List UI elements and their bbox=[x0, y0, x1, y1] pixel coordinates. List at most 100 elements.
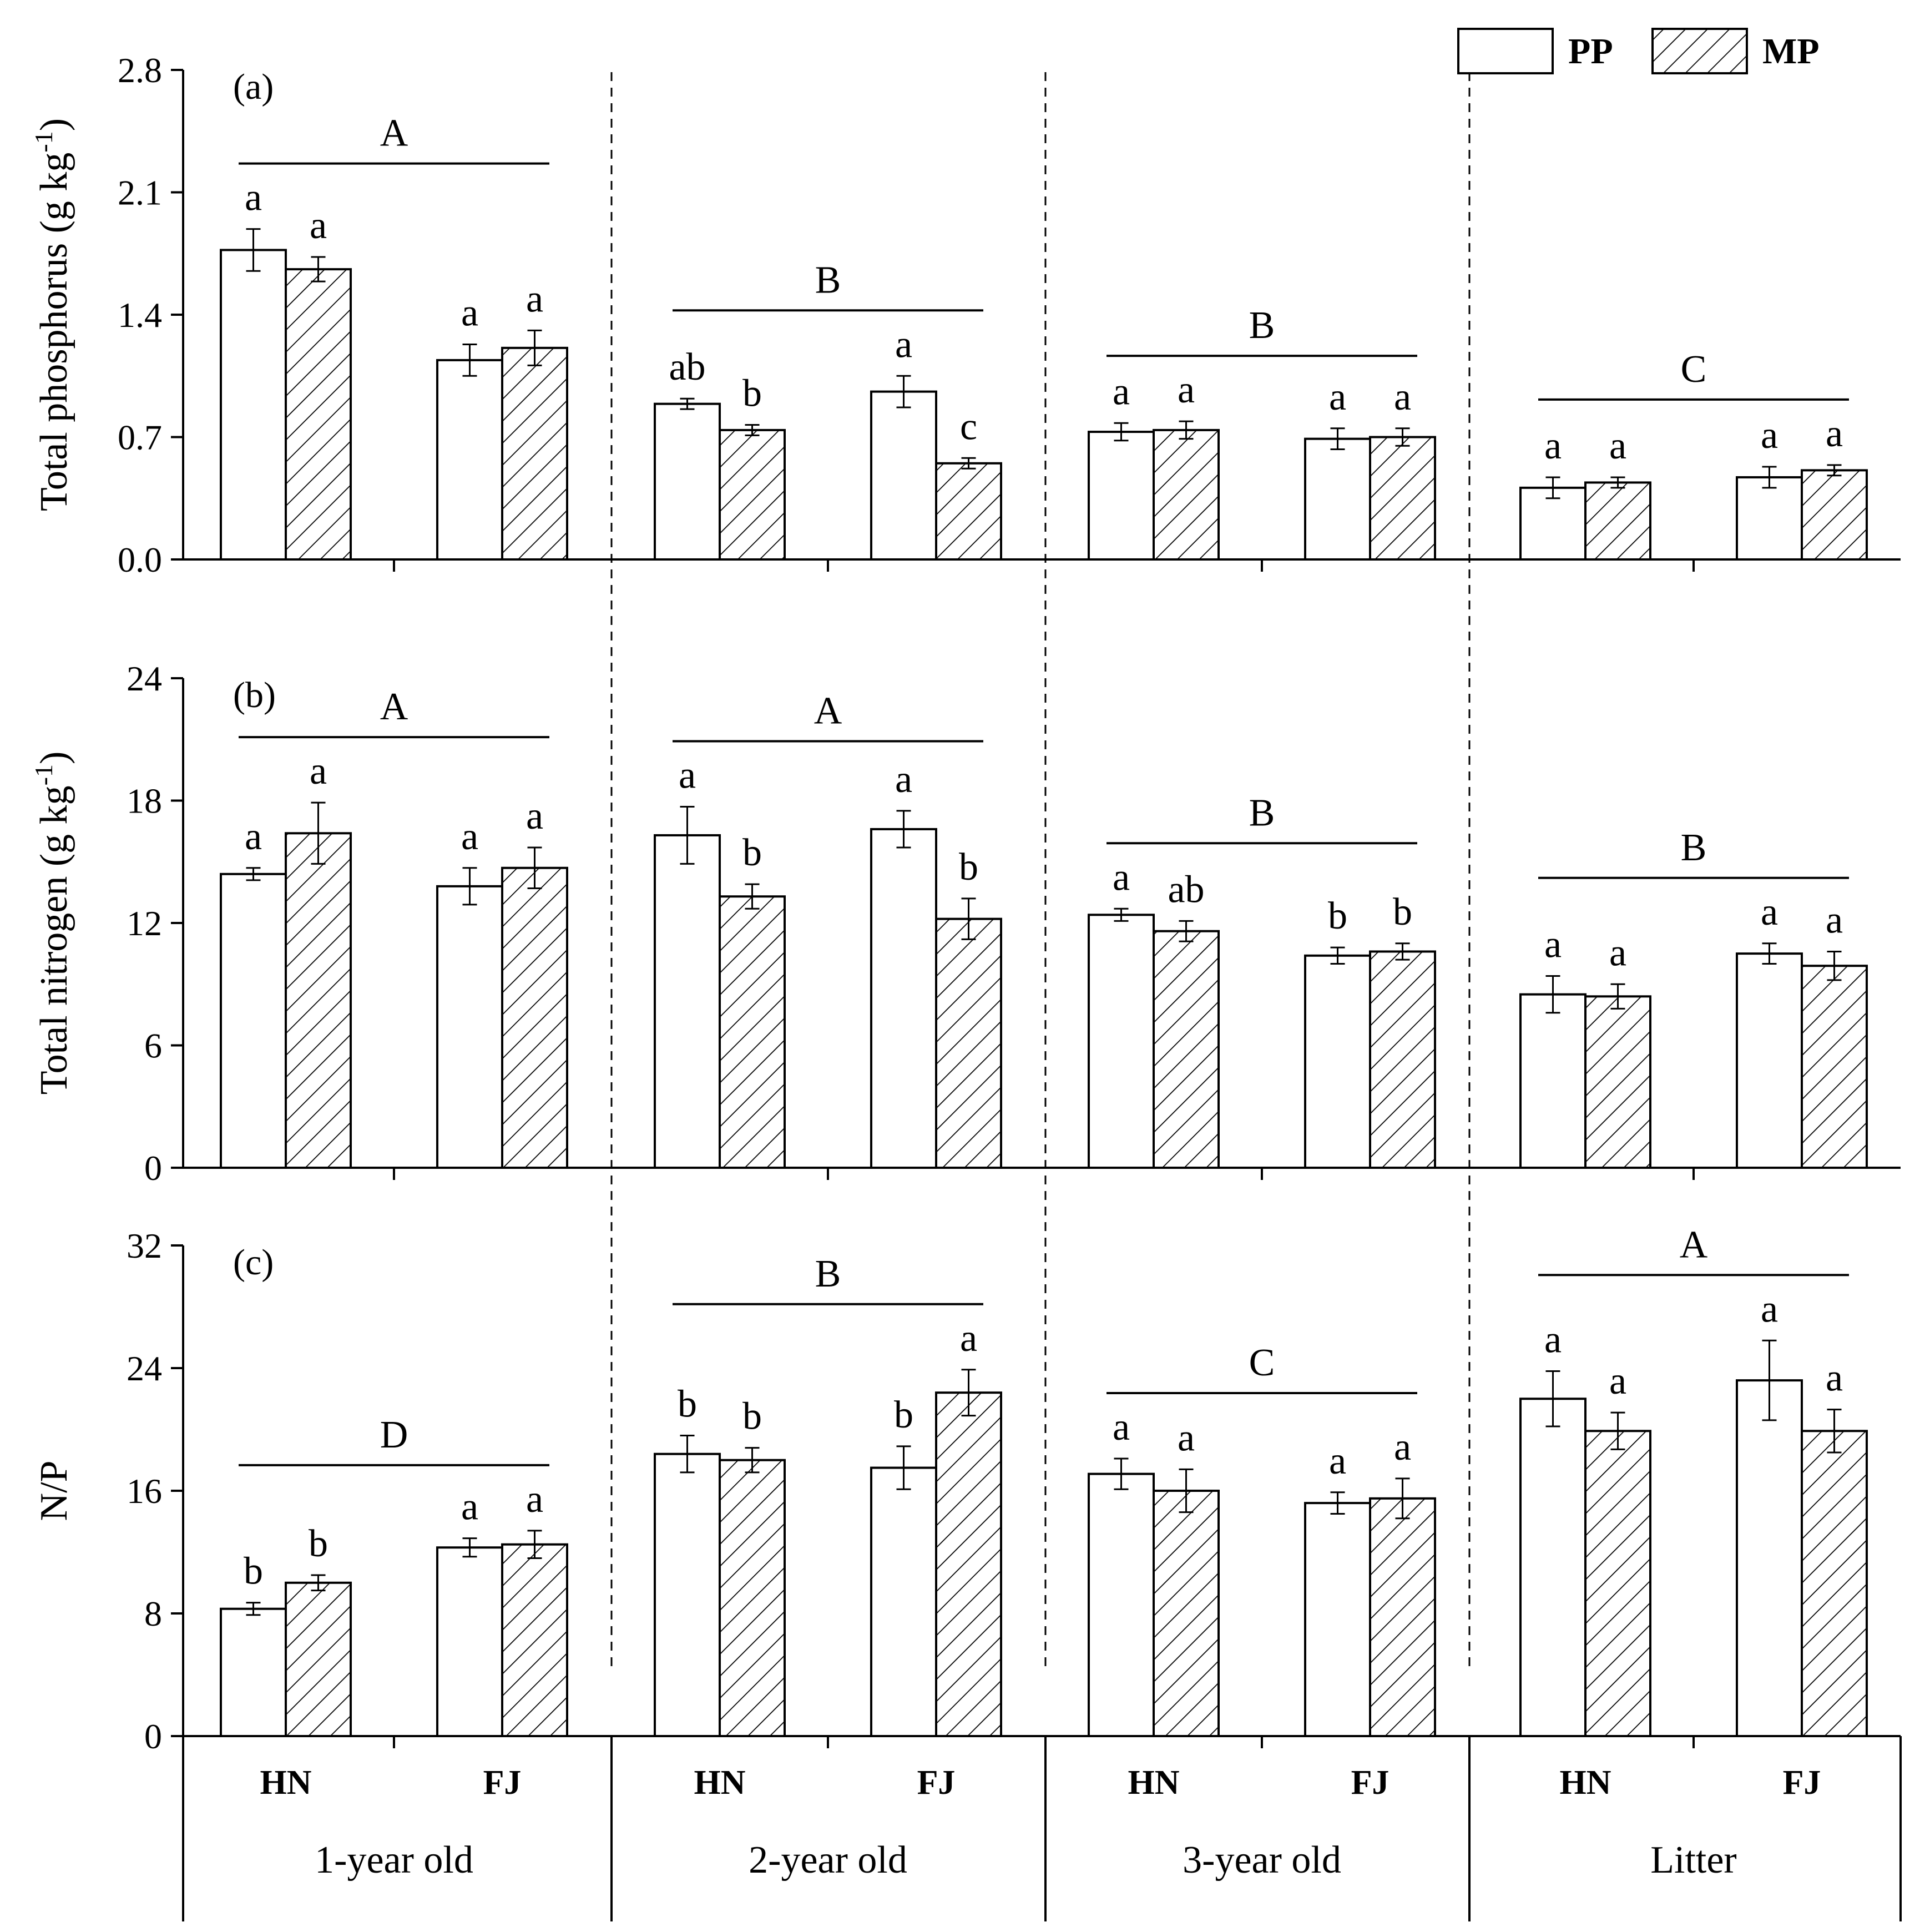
significance-letter: a bbox=[1609, 931, 1626, 974]
significance-letter: a bbox=[1544, 425, 1562, 467]
significance-letter: a bbox=[1394, 376, 1411, 418]
significance-letter: b bbox=[244, 1550, 263, 1593]
significance-letter: a bbox=[1761, 1288, 1778, 1330]
significance-letter: a bbox=[1178, 369, 1195, 411]
bar-PP-FJ bbox=[1736, 1379, 1803, 1738]
chart-panels: 0.0 0.7 1.4 2.1 2.8 Total phosphorus (g kg-1)… bbox=[29, 51, 1901, 1756]
y-tick-label: 0.0 bbox=[118, 540, 162, 579]
significance-letter: a bbox=[895, 758, 912, 801]
group-letter: A bbox=[1680, 1223, 1708, 1266]
significance-letter: ab bbox=[1168, 868, 1204, 911]
bar-MP-FJ bbox=[935, 462, 1002, 561]
bar-PP-HN bbox=[654, 834, 721, 1169]
group-letter: B bbox=[1249, 304, 1275, 347]
bar-MP-FJ bbox=[935, 917, 1002, 1169]
age-group-label: 1-year old bbox=[315, 1839, 473, 1881]
bar-MP-HN bbox=[285, 268, 352, 561]
bar-MP-FJ bbox=[1369, 950, 1436, 1169]
age-group-label: 3-year old bbox=[1183, 1839, 1341, 1881]
panel-tag: (c) bbox=[233, 1242, 274, 1283]
group-letter: C bbox=[1249, 1341, 1275, 1384]
significance-letter: a bbox=[960, 1317, 977, 1360]
bar-MP-FJ bbox=[501, 346, 568, 561]
bar-PP-FJ bbox=[436, 885, 503, 1169]
significance-letter: a bbox=[1826, 1357, 1843, 1400]
bar-PP-FJ bbox=[870, 1466, 937, 1737]
site-label: FJ bbox=[1351, 1764, 1390, 1802]
significance-letter: b bbox=[742, 1395, 762, 1438]
y-axis-label: N/P bbox=[33, 1461, 75, 1521]
legend-label-MP: MP bbox=[1762, 31, 1820, 72]
significance-letter: a bbox=[245, 815, 262, 858]
site-label: HN bbox=[694, 1764, 746, 1802]
significance-letter: a bbox=[310, 750, 327, 793]
bar-MP-HN bbox=[285, 1581, 352, 1737]
legend-swatch-MP bbox=[1651, 28, 1748, 74]
significance-letter: a bbox=[245, 176, 262, 219]
site-label: FJ bbox=[1783, 1764, 1821, 1802]
bar-PP-FJ bbox=[436, 359, 503, 561]
bar-MP-FJ bbox=[1801, 469, 1868, 561]
group-letter: B bbox=[815, 259, 841, 301]
bar-MP-FJ bbox=[1369, 436, 1436, 561]
bar-PP-FJ bbox=[1304, 954, 1371, 1169]
significance-letter: c bbox=[960, 405, 977, 448]
group-letter: B bbox=[815, 1253, 841, 1295]
group-letter: A bbox=[380, 685, 408, 728]
significance-letter: a bbox=[1113, 1406, 1130, 1449]
site-label: HN bbox=[260, 1764, 312, 1802]
bar-MP-HN bbox=[1153, 930, 1220, 1169]
significance-letter: b bbox=[678, 1383, 697, 1426]
significance-letter: a bbox=[1826, 899, 1843, 941]
y-tick-label: 0 bbox=[144, 1148, 162, 1188]
site-label: FJ bbox=[917, 1764, 956, 1802]
significance-letter: b bbox=[1393, 891, 1412, 934]
significance-letter: a bbox=[1394, 1426, 1411, 1469]
y-tick-label: 18 bbox=[127, 781, 162, 821]
significance-letter: b bbox=[959, 846, 978, 889]
site-label: HN bbox=[1560, 1764, 1611, 1802]
bar-PP-FJ bbox=[1304, 437, 1371, 561]
significance-letter: a bbox=[1609, 425, 1626, 467]
significance-letter: a bbox=[1609, 1360, 1626, 1403]
significance-letter: a bbox=[1826, 412, 1843, 455]
y-tick-label: 24 bbox=[127, 659, 162, 698]
significance-letter: a bbox=[1761, 414, 1778, 457]
significance-letter: a bbox=[461, 1486, 478, 1529]
significance-letter: a bbox=[1329, 376, 1346, 418]
panel-2: 0 6 12 18 24 Total nitrogen (g kg-1) (b) a a a a Aa… bbox=[29, 659, 1901, 1188]
y-tick-label: 12 bbox=[127, 904, 162, 943]
y-tick-label: 0.7 bbox=[118, 418, 162, 457]
bar-PP-HN bbox=[1088, 914, 1155, 1169]
significance-letter: a bbox=[461, 815, 478, 858]
bar-PP-FJ bbox=[1736, 476, 1803, 561]
significance-letter: a bbox=[310, 204, 327, 247]
significance-letter: a bbox=[526, 278, 543, 320]
y-tick-label: 32 bbox=[127, 1226, 162, 1265]
bar-PP-FJ bbox=[436, 1546, 503, 1737]
site-label: HN bbox=[1128, 1764, 1180, 1802]
bar-MP-HN bbox=[1584, 1430, 1651, 1737]
panel-tag: (a) bbox=[233, 67, 274, 107]
significance-letter: ab bbox=[669, 346, 705, 389]
bar-MP-FJ bbox=[935, 1391, 1002, 1737]
panel-tag: (b) bbox=[233, 675, 276, 715]
bar-MP-HN bbox=[719, 428, 786, 561]
age-group-label: 2-year old bbox=[749, 1839, 907, 1881]
bar-PP-FJ bbox=[870, 828, 937, 1169]
bar-PP-HN bbox=[654, 1452, 721, 1737]
legend-label-PP: PP bbox=[1568, 31, 1613, 72]
bar-MP-HN bbox=[719, 895, 786, 1169]
group-letter: C bbox=[1681, 348, 1707, 391]
significance-letter: b bbox=[894, 1394, 913, 1436]
significance-letter: a bbox=[526, 795, 543, 838]
group-letter: D bbox=[380, 1414, 408, 1456]
group-letter: B bbox=[1681, 826, 1707, 869]
significance-letter: b bbox=[1328, 895, 1347, 937]
significance-letter: a bbox=[1113, 370, 1130, 413]
bar-PP-HN bbox=[1088, 431, 1155, 561]
legend: PP MP bbox=[1457, 28, 1820, 74]
significance-letter: b bbox=[309, 1522, 328, 1565]
